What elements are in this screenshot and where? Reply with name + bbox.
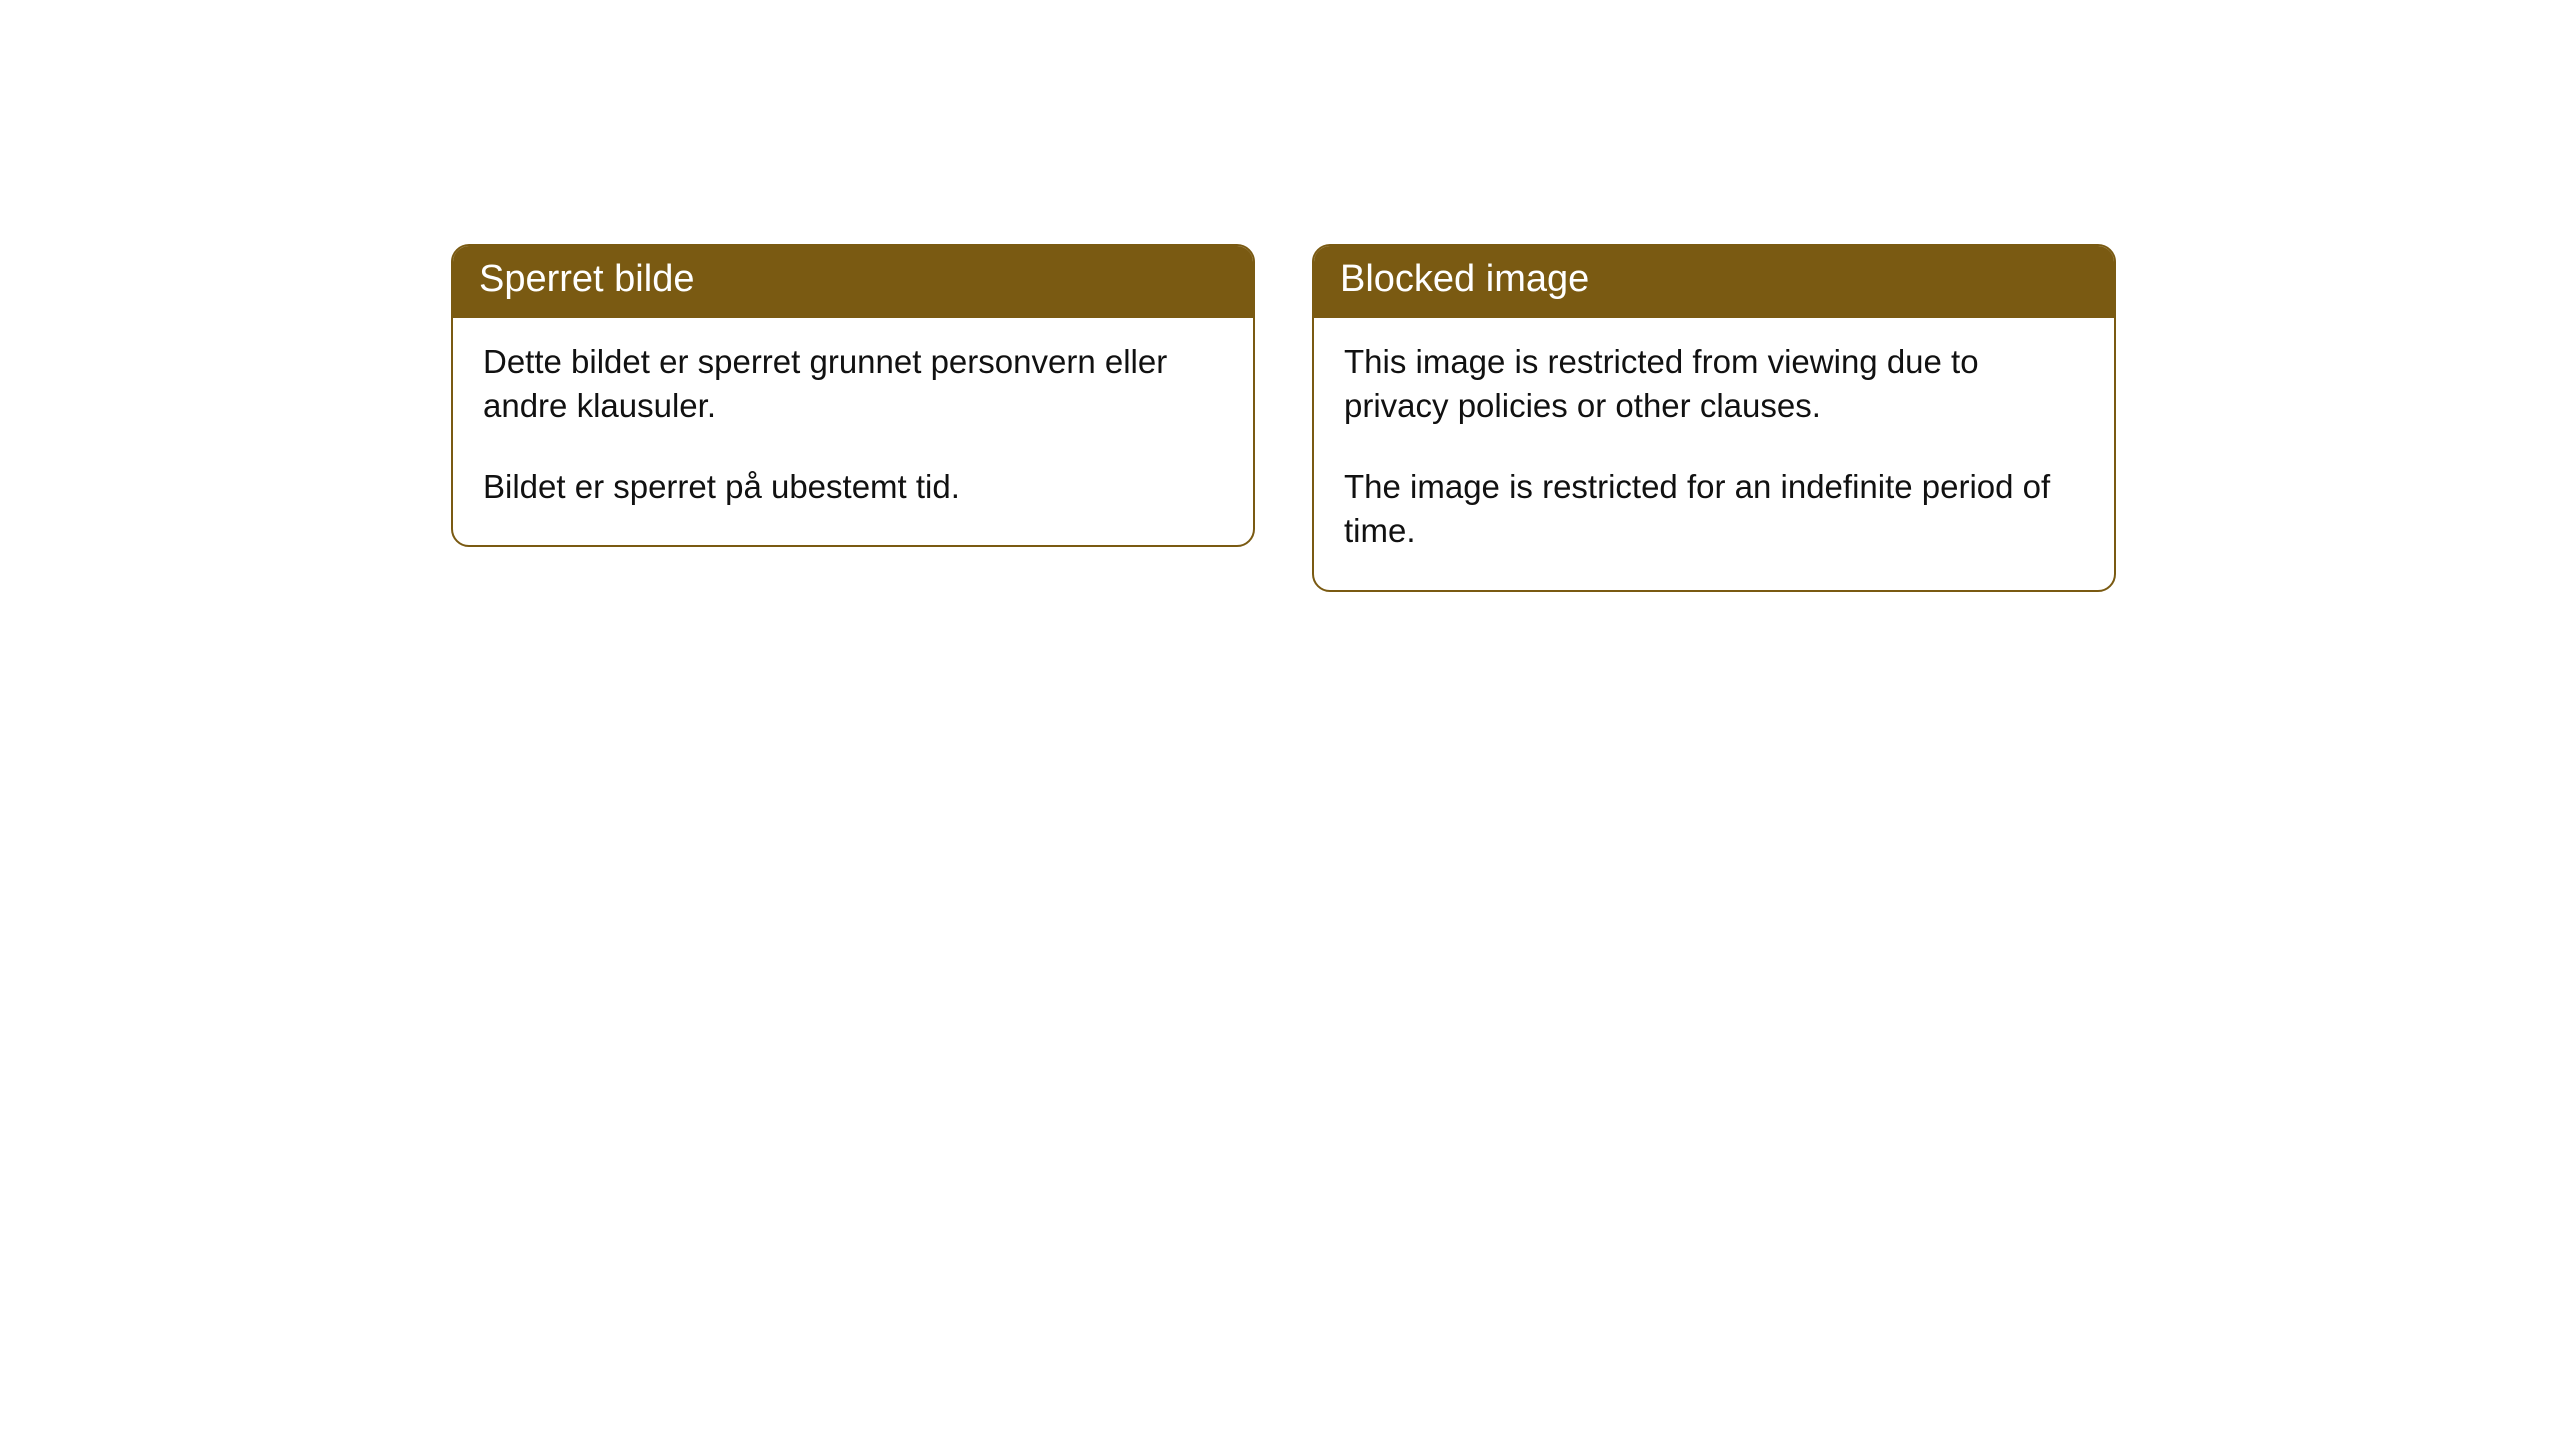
blocked-image-card-english: Blocked image This image is restricted f… (1312, 244, 2116, 592)
card-body: This image is restricted from viewing du… (1314, 318, 2114, 590)
card-body: Dette bildet er sperret grunnet personve… (453, 318, 1253, 546)
blocked-image-card-norwegian: Sperret bilde Dette bildet er sperret gr… (451, 244, 1255, 547)
card-title: Sperret bilde (479, 258, 694, 300)
card-paragraph-1: Dette bildet er sperret grunnet personve… (483, 340, 1223, 429)
card-title: Blocked image (1340, 258, 1589, 300)
card-paragraph-2: Bildet er sperret på ubestemt tid. (483, 465, 1223, 510)
card-header: Blocked image (1314, 246, 2114, 318)
card-header: Sperret bilde (453, 246, 1253, 318)
card-paragraph-1: This image is restricted from viewing du… (1344, 340, 2084, 429)
card-paragraph-2: The image is restricted for an indefinit… (1344, 465, 2084, 554)
